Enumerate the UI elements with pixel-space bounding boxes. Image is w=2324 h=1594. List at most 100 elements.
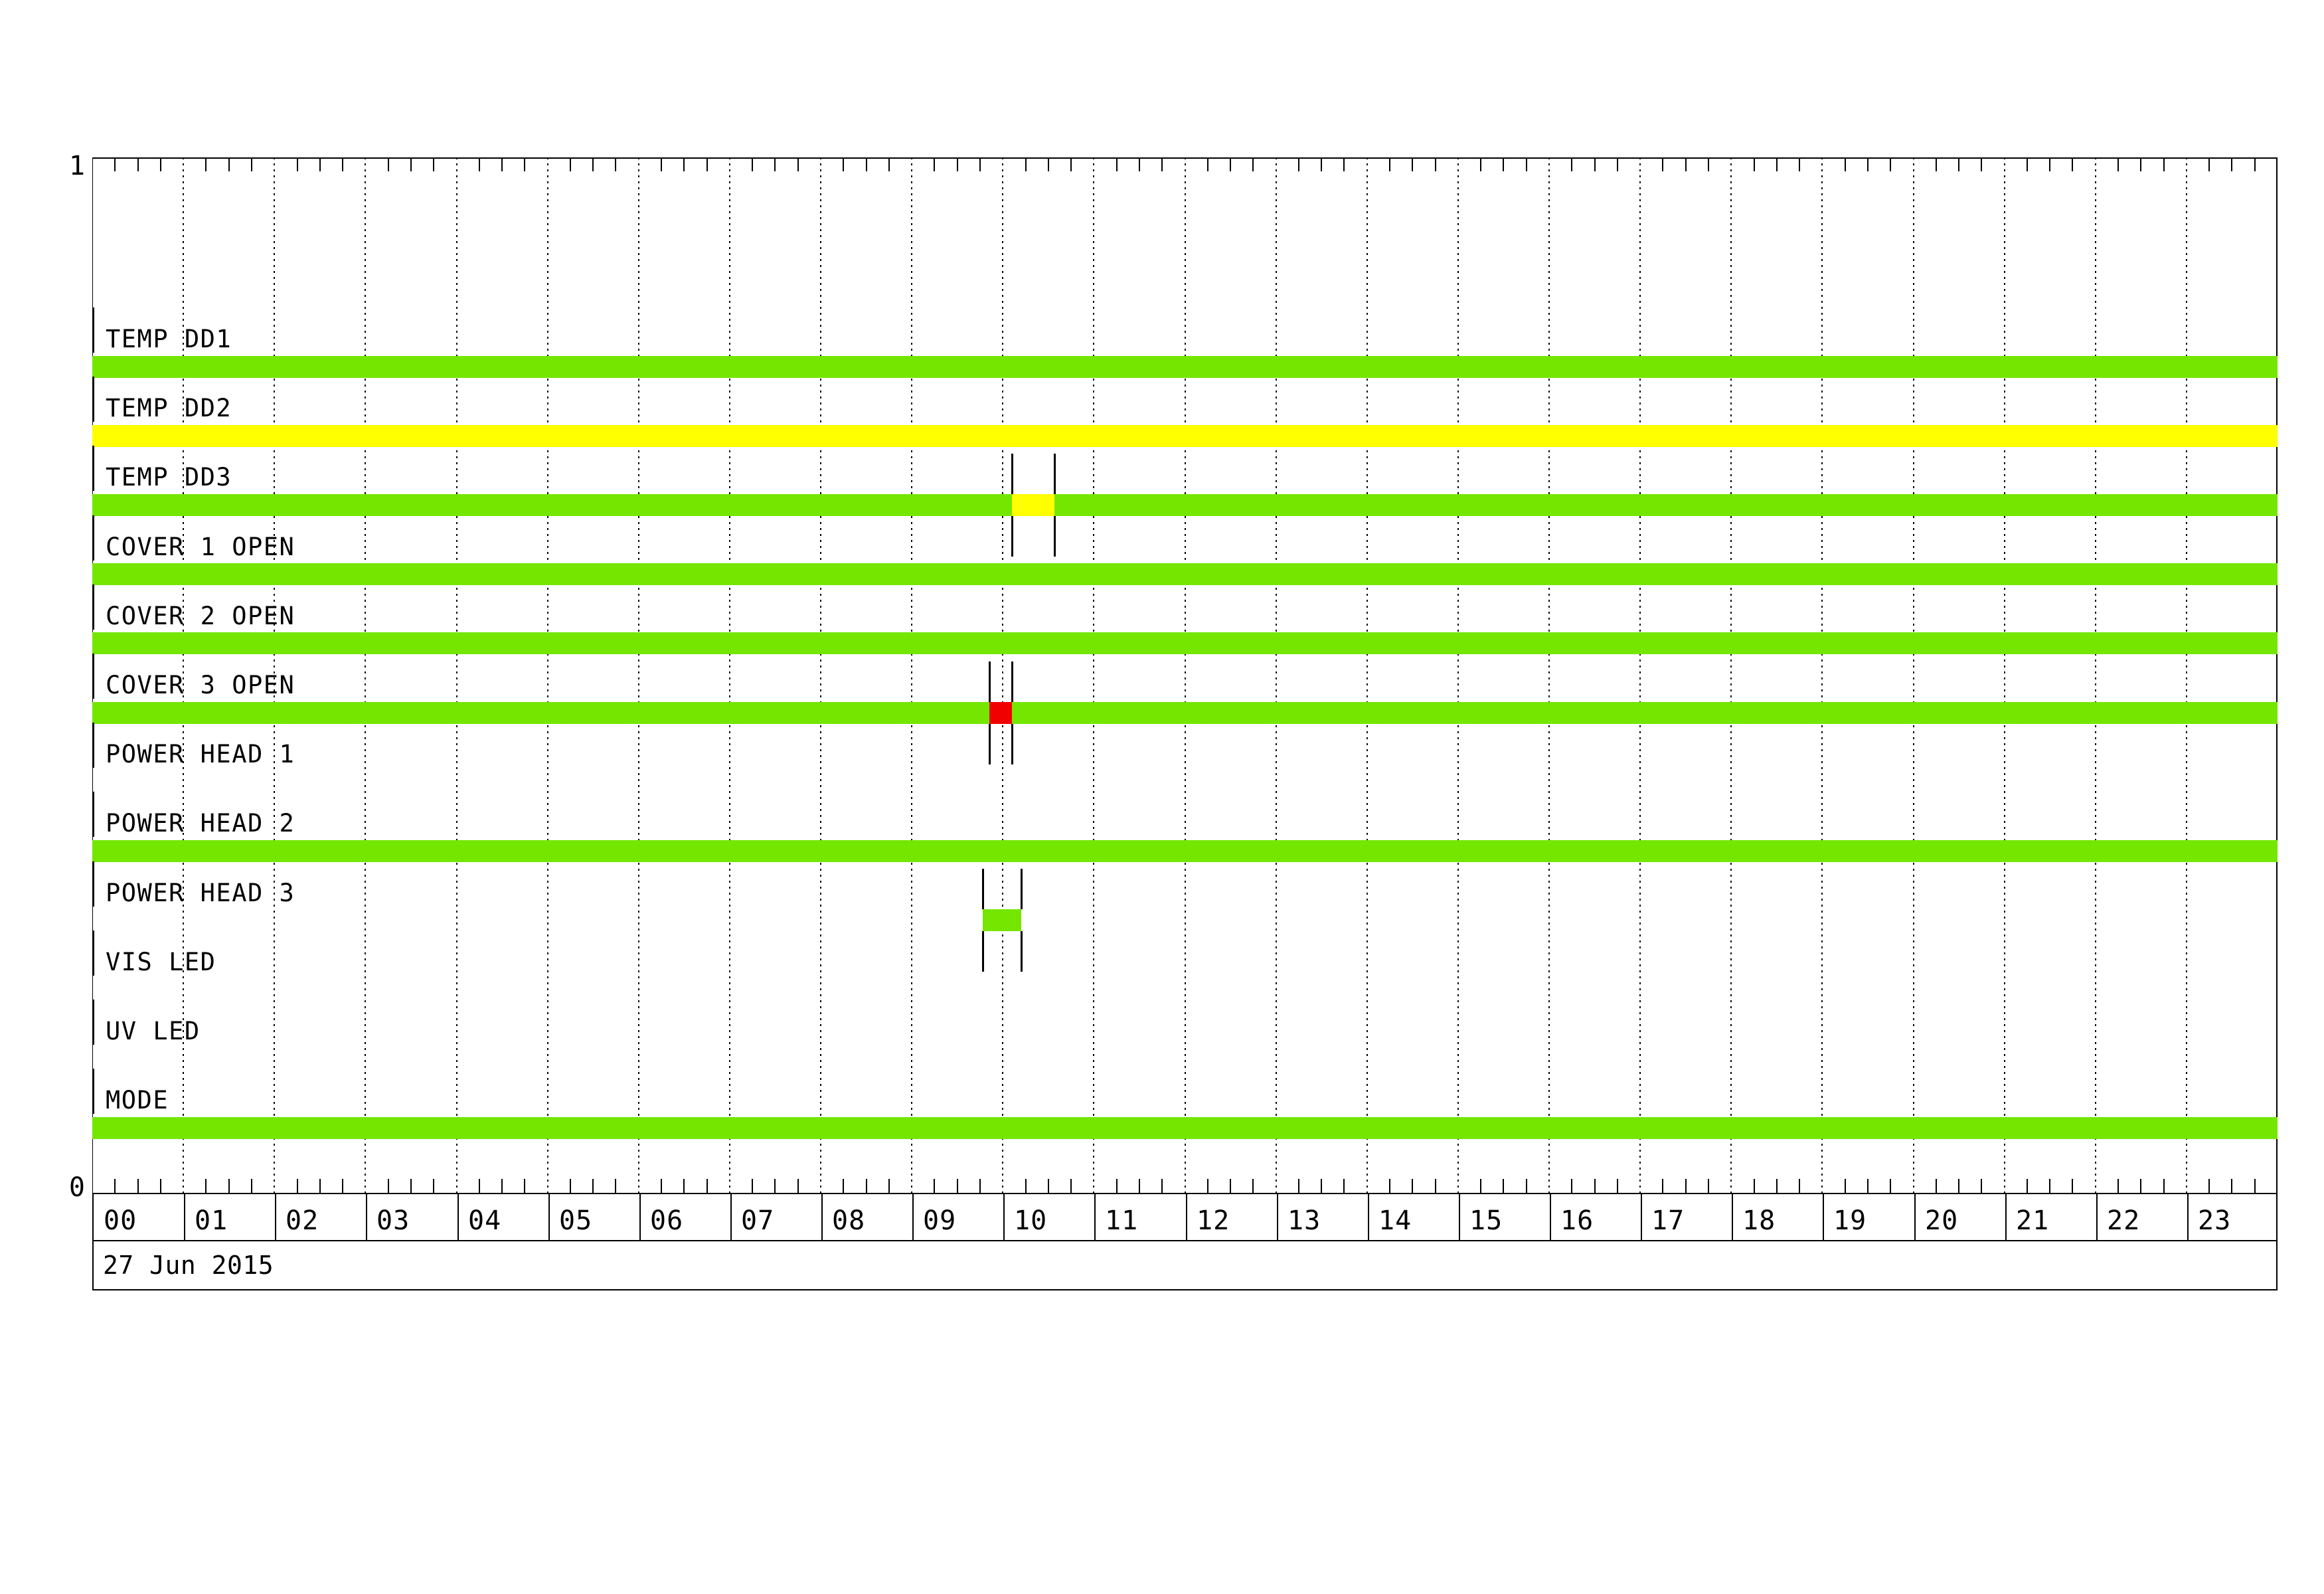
bottom-minor-tick <box>1799 1179 1801 1194</box>
row-axis-tick <box>92 723 94 768</box>
hour-label: 10 <box>1014 1205 1048 1236</box>
top-minor-tick <box>1776 157 1778 171</box>
bottom-minor-tick <box>1252 1179 1254 1194</box>
bottom-minor-tick <box>774 1179 776 1194</box>
top-minor-tick <box>1047 157 1049 171</box>
hour-gridline <box>2003 157 2005 1194</box>
row-axis-tick <box>92 792 94 837</box>
hour-gridline <box>2094 157 2096 1194</box>
top-minor-tick <box>1707 157 1709 171</box>
top-minor-tick <box>2140 157 2142 171</box>
top-minor-tick <box>1616 157 1618 171</box>
bottom-minor-tick <box>1116 1179 1118 1194</box>
hour-label: 15 <box>1469 1205 1503 1236</box>
status-bar-segment <box>92 632 2278 654</box>
bottom-minor-tick <box>956 1179 958 1194</box>
bottom-minor-tick <box>1776 1179 1778 1194</box>
bottom-minor-tick <box>2072 1179 2074 1194</box>
hour-separator <box>275 1194 276 1241</box>
row-label: TEMP DD3 <box>106 463 232 491</box>
hour-label: 22 <box>2107 1205 2141 1236</box>
top-minor-tick <box>1206 157 1208 171</box>
event-start-end-marker <box>1054 454 1056 494</box>
top-minor-tick <box>888 157 890 171</box>
top-minor-tick <box>137 157 139 171</box>
top-minor-tick <box>1935 157 1937 171</box>
bottom-minor-tick <box>524 1179 526 1194</box>
top-minor-tick <box>1297 157 1299 171</box>
hour-separator <box>2096 1194 2098 1241</box>
bottom-minor-tick <box>1844 1179 1846 1194</box>
hour-label: 23 <box>2198 1205 2232 1236</box>
hour-gridline <box>183 157 185 1194</box>
top-minor-tick <box>1503 157 1505 171</box>
top-minor-tick <box>1685 157 1687 171</box>
bottom-minor-tick <box>205 1179 207 1194</box>
hour-separator <box>639 1194 641 1241</box>
hour-separator <box>1641 1194 1642 1241</box>
row-label: TEMP DD1 <box>106 325 232 353</box>
status-bar-segment <box>92 494 2278 516</box>
status-bar-segment <box>92 563 2278 585</box>
bottom-minor-tick <box>1525 1179 1527 1194</box>
hour-gridline <box>1457 157 1459 1194</box>
row-axis-tick <box>92 446 94 491</box>
bottom-minor-tick <box>137 1179 139 1194</box>
row-axis-tick <box>92 1000 94 1045</box>
hour-label: 16 <box>1560 1205 1594 1236</box>
top-minor-tick <box>205 157 207 171</box>
top-minor-tick <box>1025 157 1027 171</box>
row-axis-tick <box>92 654 94 699</box>
bottom-minor-tick <box>296 1179 298 1194</box>
hour-label: 20 <box>1925 1205 1959 1236</box>
event-start-end-marker <box>1021 931 1023 972</box>
top-minor-tick <box>501 157 503 171</box>
hour-separator <box>1186 1194 1187 1241</box>
hour-gridline <box>546 157 548 1194</box>
top-minor-tick <box>1070 157 1072 171</box>
hour-gridline <box>456 157 457 1194</box>
hour-gridline <box>820 157 821 1194</box>
top-minor-tick <box>661 157 663 171</box>
event-start-end-marker <box>1021 869 1023 909</box>
hour-label: 05 <box>559 1205 593 1236</box>
hour-label: 17 <box>1651 1205 1685 1236</box>
bottom-minor-tick <box>433 1179 435 1194</box>
top-minor-tick <box>1867 157 1868 171</box>
status-bar-segment <box>92 1117 2278 1139</box>
top-minor-tick <box>592 157 594 171</box>
row-axis-tick <box>92 377 94 422</box>
bottom-minor-tick <box>1594 1179 1596 1194</box>
hour-separator <box>1823 1194 1824 1241</box>
top-minor-tick <box>250 157 252 171</box>
row-axis-tick <box>92 308 94 353</box>
bottom-minor-tick <box>478 1179 480 1194</box>
top-minor-tick <box>2231 157 2233 171</box>
bottom-minor-tick <box>1025 1179 1027 1194</box>
bottom-minor-tick <box>843 1179 845 1194</box>
row-label: UV LED <box>106 1017 201 1045</box>
bottom-minor-tick <box>797 1179 799 1194</box>
top-minor-tick <box>843 157 845 171</box>
bottom-minor-tick <box>1230 1179 1232 1194</box>
bottom-minor-tick <box>615 1179 617 1194</box>
hour-label: 03 <box>376 1205 410 1236</box>
hour-label: 06 <box>650 1205 684 1236</box>
bottom-minor-tick <box>683 1179 685 1194</box>
top-minor-tick <box>478 157 480 171</box>
status-bar-segment <box>1012 494 1054 516</box>
bottom-minor-tick <box>1343 1179 1345 1194</box>
hour-label: 09 <box>923 1205 957 1236</box>
top-minor-tick <box>934 157 936 171</box>
bottom-minor-tick <box>1503 1179 1505 1194</box>
bottom-minor-tick <box>2254 1179 2256 1194</box>
top-minor-tick <box>1981 157 1983 171</box>
y-axis-top-label: 1 <box>68 151 85 181</box>
hour-separator <box>1732 1194 1733 1241</box>
row-label: COVER 2 OPEN <box>106 602 295 630</box>
bottom-minor-tick <box>1138 1179 1140 1194</box>
top-minor-tick <box>1434 157 1436 171</box>
bottom-minor-tick <box>2231 1179 2233 1194</box>
row-label: COVER 3 OPEN <box>106 671 295 699</box>
top-minor-tick <box>1161 157 1163 171</box>
